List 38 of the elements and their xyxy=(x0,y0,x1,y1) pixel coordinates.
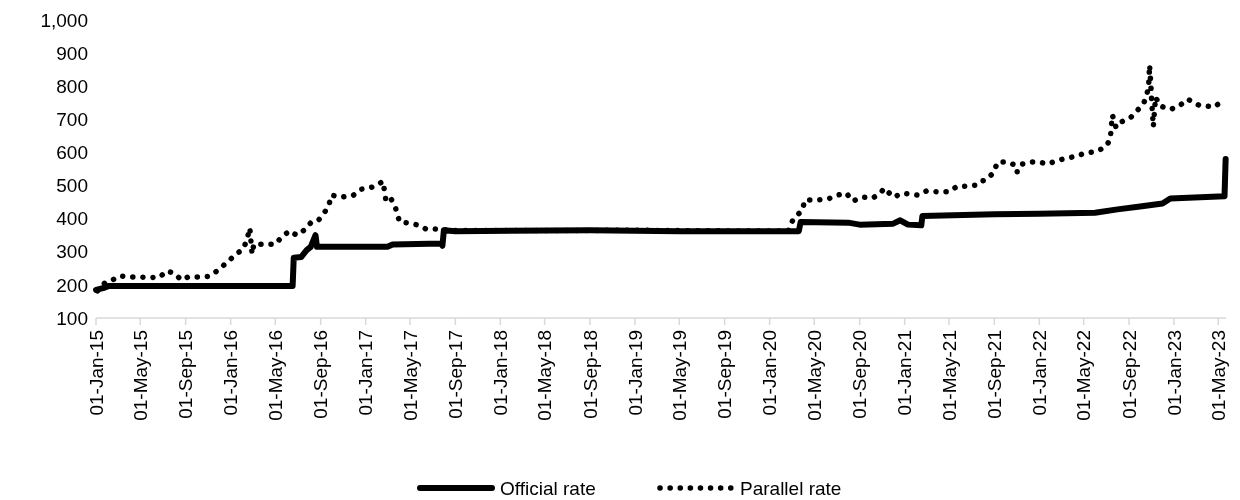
y-tick-label: 200 xyxy=(56,274,88,296)
legend-label: Official rate xyxy=(500,477,596,499)
y-tick-label: 100 xyxy=(56,307,88,329)
x-tick-label: 01-May-16 xyxy=(264,330,286,421)
x-tick-label: 01-Jan-16 xyxy=(220,330,242,416)
x-tick-label: 01-May-18 xyxy=(534,330,556,421)
y-tick-label: 500 xyxy=(56,175,88,197)
x-tick-label: 01-May-21 xyxy=(938,330,960,421)
x-tick-label: 01-May-20 xyxy=(803,330,825,421)
x-tick-label: 01-May-19 xyxy=(668,330,690,421)
x-tick-label: 01-Jan-23 xyxy=(1163,330,1185,416)
x-tick-label: 01-Jan-20 xyxy=(759,330,781,416)
x-tick-label: 01-Sep-21 xyxy=(983,330,1005,419)
x-tick-label: 01-Sep-18 xyxy=(579,330,601,419)
y-tick-label: 400 xyxy=(56,208,88,230)
x-tick-label: 01-Jan-19 xyxy=(624,330,646,416)
x-tick-label: 01-Jan-18 xyxy=(489,330,511,416)
x-tick-label: 01-Sep-15 xyxy=(175,330,197,419)
x-tick-label: 01-Jan-15 xyxy=(85,330,107,416)
x-tick-label: 01-Jan-17 xyxy=(355,330,377,416)
y-tick-label: 800 xyxy=(56,75,88,97)
x-tick-label: 01-May-17 xyxy=(399,330,421,421)
x-tick-label: 01-May-22 xyxy=(1073,330,1095,421)
y-tick-label: 900 xyxy=(56,42,88,64)
y-tick-label: 600 xyxy=(56,142,88,164)
x-tick-label: 01-Jan-22 xyxy=(1028,330,1050,416)
y-tick-label: 1,000 xyxy=(40,9,88,31)
legend-label: Parallel rate xyxy=(740,477,842,499)
x-tick-label: 01-Jan-21 xyxy=(894,330,916,416)
x-tick-label: 01-Sep-16 xyxy=(310,330,332,419)
x-tick-label: 01-May-15 xyxy=(129,330,151,421)
x-tick-label: 01-Sep-22 xyxy=(1118,330,1140,419)
x-tick-label: 01-Sep-20 xyxy=(849,330,871,419)
y-tick-label: 300 xyxy=(56,241,88,263)
x-tick-label: 01-Sep-17 xyxy=(444,330,466,419)
x-tick-label: 01-May-23 xyxy=(1207,330,1229,421)
y-tick-label: 700 xyxy=(56,108,88,130)
x-tick-label: 01-Sep-19 xyxy=(714,330,736,419)
